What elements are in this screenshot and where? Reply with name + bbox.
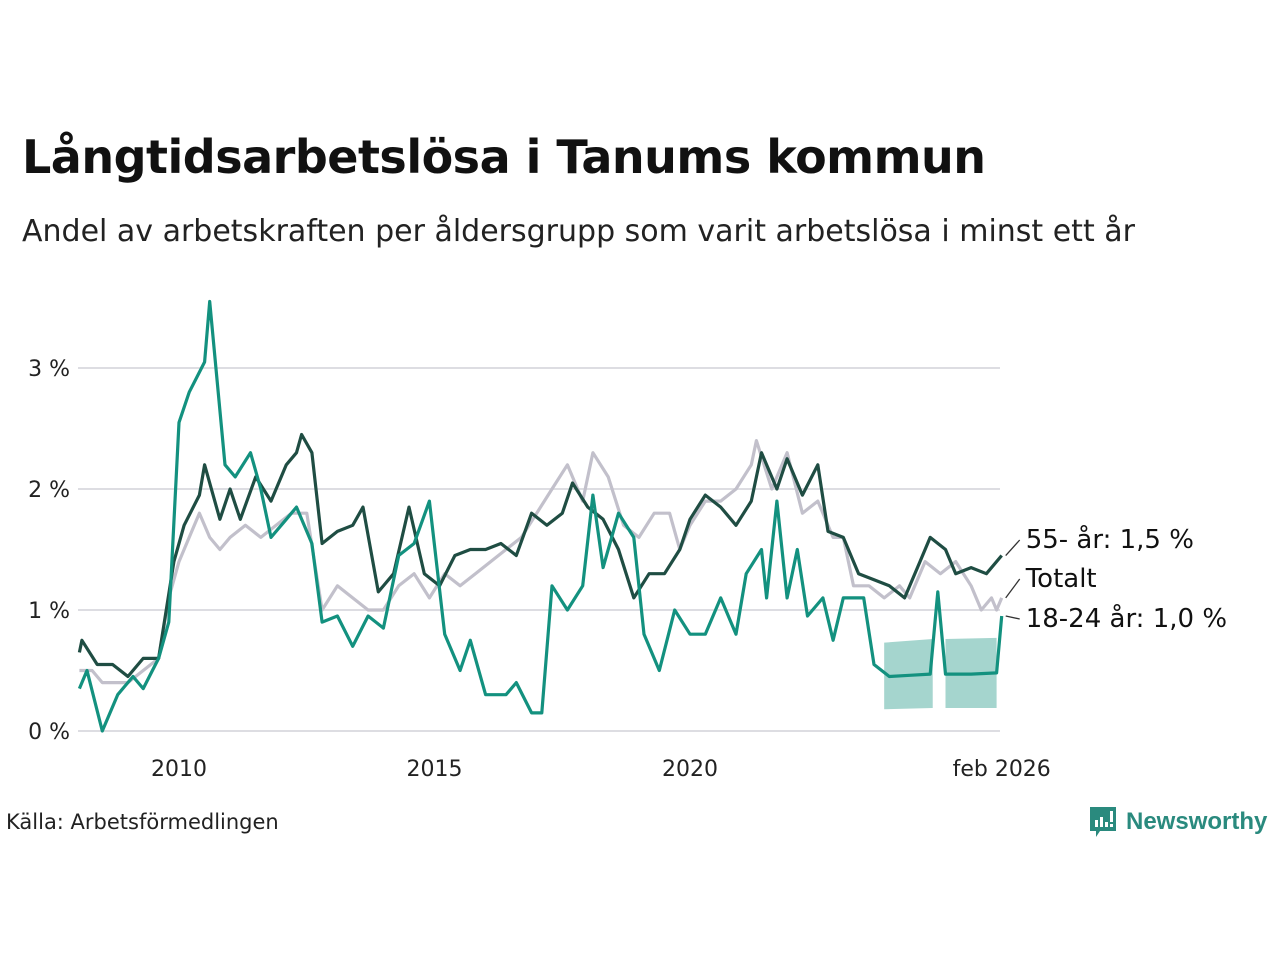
series-line-totalt: [79, 439, 1004, 685]
y-tick-label: 3 %: [28, 357, 70, 382]
y-tick-label: 2 %: [28, 478, 70, 503]
label-leader: [1005, 615, 1020, 620]
y-tick-label: 0 %: [28, 720, 70, 745]
newsworthy-logo-icon: [1090, 807, 1116, 837]
label-leader: [1005, 578, 1021, 599]
series-line-55-r: [77, 432, 1003, 679]
series-label: 55- år: 1,5 %: [1026, 524, 1194, 555]
x-tick-label: 2020: [662, 757, 718, 782]
brand-name: Newsworthy: [1126, 808, 1268, 835]
series-line-18-24-r: [77, 299, 1004, 733]
label-leader: [1005, 539, 1021, 556]
chart-title: Långtidsarbetslösa i Tanums kommun: [22, 130, 986, 184]
series-label: 18-24 år: 1,0 %: [1026, 603, 1227, 634]
x-tick-label: feb 2026: [953, 757, 1051, 782]
chart-subtitle: Andel av arbetskraften per åldersgrupp s…: [22, 214, 1135, 249]
newsworthy-logo: Newsworthy: [1088, 805, 1267, 839]
series-label: Totalt: [1025, 564, 1097, 594]
x-tick-label: 2010: [151, 757, 207, 782]
y-tick-label: 1 %: [28, 599, 70, 624]
source-note: Källa: Arbetsförmedlingen: [6, 810, 279, 834]
x-tick-label: 2015: [407, 757, 463, 782]
